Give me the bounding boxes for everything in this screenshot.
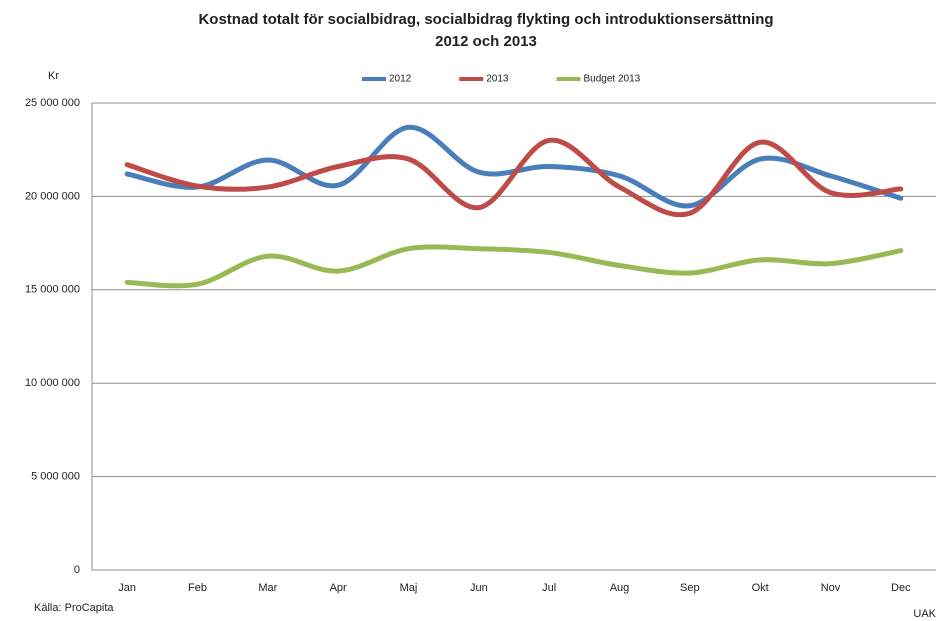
series-line [124,137,904,218]
x-tick-label: Sep [680,582,700,594]
source-note: Källa: ProCapita [34,602,114,614]
y-tick-label: 0 [74,564,80,576]
legend-label: 2012 [389,74,412,85]
series-line [124,244,904,289]
y-tick-label: 20 000 000 [25,190,80,202]
x-tick-label: Aug [610,582,630,594]
chart-title: Kostnad totalt för socialbidrag, socialb… [198,11,773,28]
x-tick-label: Maj [400,582,418,594]
chart-title: 2012 och 2013 [435,33,537,50]
x-tick-label: Jan [118,582,136,594]
legend-label: Budget 2013 [584,74,641,85]
x-tick-label: Okt [752,582,769,594]
x-tick-label: Jun [470,582,488,594]
legend-label: 2013 [486,74,509,85]
x-tick-label: Nov [821,582,841,594]
x-tick-label: Mar [258,582,277,594]
y-tick-label: 25 000 000 [25,97,80,109]
y-tick-label: 15 000 000 [25,284,80,296]
y-axis-label: Kr [48,70,59,82]
y-tick-label: 10 000 000 [25,377,80,389]
x-tick-label: Dec [891,582,911,594]
series-line [124,124,904,209]
y-tick-label: 5 000 000 [31,471,80,483]
x-tick-label: Jul [542,582,556,594]
x-tick-label: Apr [330,582,347,594]
x-tick-label: Feb [188,582,207,594]
credit-note: UAK [913,608,936,620]
